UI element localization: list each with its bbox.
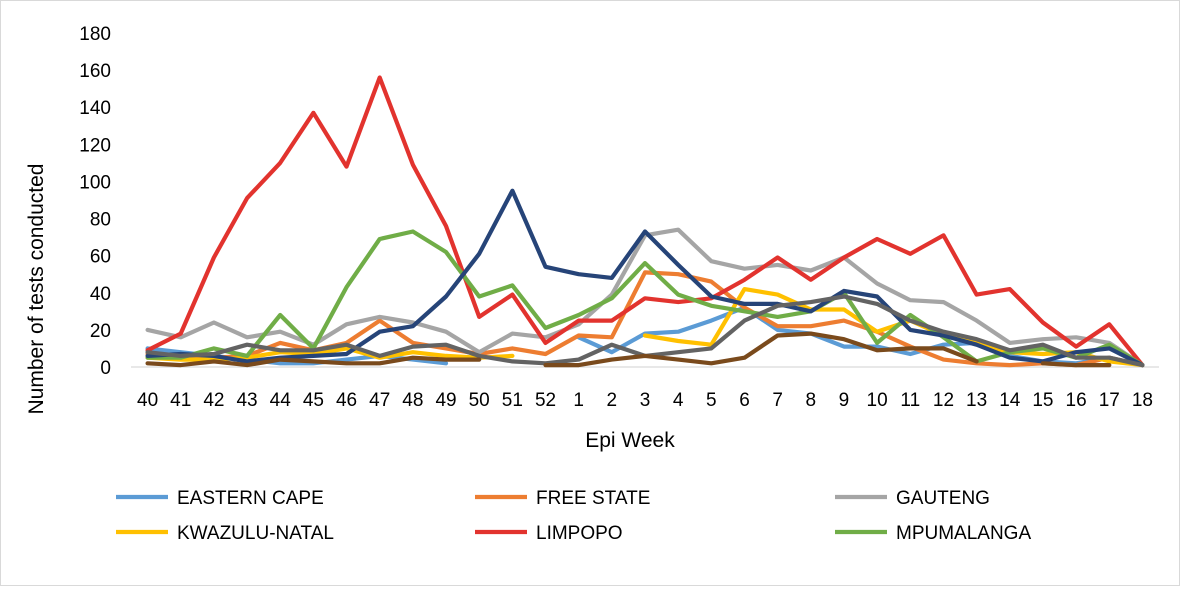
y-axis-title: Number of tests conducted [25, 164, 48, 415]
x-tick-label: 49 [435, 390, 456, 411]
x-tick-label: 43 [236, 390, 257, 411]
x-tick-label: 14 [999, 390, 1021, 411]
x-tick-label: 2 [607, 390, 618, 411]
y-tick-label: 80 [90, 210, 111, 231]
legend-item: EASTERN CAPE [116, 488, 324, 509]
y-tick-label: 180 [79, 24, 111, 45]
legend-item: MPUMALANGA [835, 523, 1031, 544]
legend-item: GAUTENG [835, 488, 990, 509]
x-tick-label: 1 [573, 390, 584, 411]
x-tick-label: 6 [739, 390, 750, 411]
y-tick-label: 120 [79, 135, 111, 156]
x-tick-label: 3 [640, 390, 651, 411]
x-tick-label: 50 [469, 390, 490, 411]
legend-label: MPUMALANGA [896, 523, 1031, 544]
x-tick-label: 40 [137, 390, 158, 411]
x-tick-label: 44 [270, 390, 292, 411]
x-tick-label: 7 [772, 390, 783, 411]
x-tick-label: 11 [900, 390, 920, 411]
legend-item: FREE STATE [475, 488, 650, 509]
x-tick-label: 16 [1066, 390, 1087, 411]
series-path [148, 78, 1143, 366]
y-tick-label: 20 [90, 321, 111, 342]
x-tick-label: 45 [303, 390, 324, 411]
x-tick-label: 46 [336, 390, 357, 411]
x-tick-label: 51 [502, 390, 523, 411]
x-tick-label: 4 [673, 390, 684, 411]
y-tick-label: 40 [90, 284, 111, 305]
x-tick-label: 8 [806, 390, 817, 411]
legend-label: GAUTENG [896, 488, 990, 509]
x-tick-label: 18 [1132, 390, 1153, 411]
series-line [148, 77, 1143, 365]
series-lines [148, 77, 1143, 365]
x-axis-title: Epi Week [585, 429, 675, 452]
x-tick-label: 41 [170, 390, 191, 411]
x-tick-label: 42 [203, 390, 224, 411]
legend: EASTERN CAPE FREE STATE GAUTENG KWAZULU-NAT… [116, 488, 1031, 544]
x-tick-label: 10 [867, 390, 888, 411]
y-tick-label: 60 [90, 247, 111, 268]
x-tick-label: 5 [706, 390, 717, 411]
y-tick-label: 140 [79, 98, 111, 119]
legend-item: LIMPOPO [475, 523, 623, 544]
y-axis-tick-labels: 0 20 40 60 80 100 120 140 160 180 [79, 24, 111, 379]
x-tick-label: 12 [933, 390, 954, 411]
y-tick-label: 100 [79, 172, 111, 193]
x-tick-label: 47 [369, 390, 390, 411]
x-tick-label: 48 [402, 390, 423, 411]
legend-label: FREE STATE [536, 488, 650, 509]
x-tick-label: 9 [839, 390, 850, 411]
x-tick-label: 15 [1032, 390, 1053, 411]
legend-label: LIMPOPO [536, 523, 623, 544]
x-tick-label: 17 [1099, 390, 1120, 411]
y-tick-label: 0 [100, 358, 111, 379]
x-tick-label: 13 [966, 390, 987, 411]
y-tick-label: 160 [79, 61, 111, 82]
legend-item: KWAZULU-NATAL [116, 523, 334, 544]
legend-label: EASTERN CAPE [177, 488, 324, 509]
legend-label: KWAZULU-NATAL [177, 523, 334, 544]
x-tick-label: 52 [535, 390, 556, 411]
